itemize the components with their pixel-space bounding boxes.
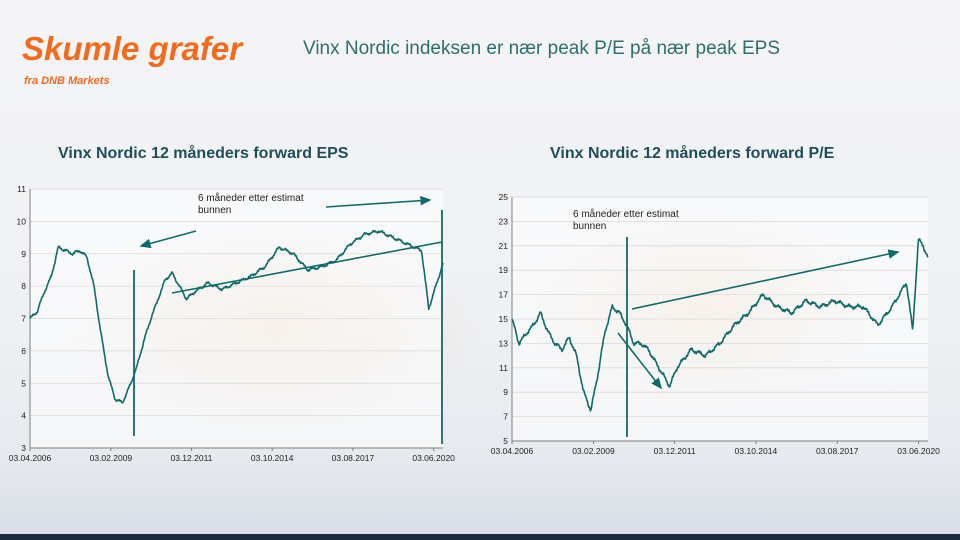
slide-headline: Vinx Nordic indeksen er nær peak P/E på …: [303, 38, 781, 59]
slide-title: Skumle grafer: [22, 30, 243, 67]
trend-line: [171, 241, 443, 294]
x-tick-label: 03.02.2009: [90, 453, 133, 463]
y-tick-label: 17: [499, 290, 509, 300]
eps-chart-title: Vinx Nordic 12 måneders forward EPS: [58, 145, 349, 162]
y-tick-label: 7: [21, 314, 26, 324]
x-tick-label: 03.12.2011: [654, 446, 696, 456]
annotation-arrow: [631, 249, 900, 310]
y-tick-label: 5: [21, 378, 26, 388]
pe-chart-title: Vinx Nordic 12 måneders forward P/E: [550, 145, 835, 162]
y-tick-label: 9: [21, 249, 26, 259]
y-tick-label: 25: [499, 192, 509, 202]
y-tick-label: 21: [499, 241, 509, 251]
bottom-strip: [0, 534, 960, 540]
y-tick-label: 3: [21, 443, 26, 453]
annotation-text: bunnen: [573, 221, 606, 232]
x-tick-label: 03.10.2014: [251, 453, 294, 463]
x-tick-label: 03.10.2014: [735, 446, 778, 456]
y-tick-label: 10: [17, 216, 27, 226]
x-tick-label: 03.06.2020: [412, 453, 455, 463]
series-line: [29, 229, 444, 404]
series-line: [511, 238, 929, 412]
y-tick-label: 6: [21, 346, 26, 356]
annotation-text: 6 måneder etter estimat: [573, 208, 679, 220]
y-tick-label: 4: [21, 411, 26, 421]
y-tick-label: 11: [499, 363, 508, 373]
slide-subtitle: fra DNB Markets: [24, 75, 110, 87]
y-tick-label: 5: [503, 436, 508, 446]
annotation-arrow: [325, 195, 432, 208]
y-tick-label: 8: [21, 281, 26, 291]
y-tick-label: 11: [17, 184, 26, 194]
x-tick-label: 03.02.2009: [572, 446, 615, 456]
x-tick-label: 03.06.2020: [897, 446, 940, 456]
x-tick-label: 03.04.2006: [491, 446, 534, 456]
annotation-arrow: [139, 230, 197, 249]
x-tick-label: 03.08.2017: [816, 446, 859, 456]
y-tick-label: 13: [499, 338, 509, 348]
y-tick-label: 9: [503, 387, 508, 397]
annotation-arrow: [617, 332, 662, 390]
y-tick-label: 7: [503, 412, 508, 422]
y-tick-label: 19: [499, 265, 509, 275]
x-tick-label: 03.12.2011: [170, 453, 212, 463]
x-tick-label: 03.04.2006: [9, 453, 52, 463]
y-tick-label: 15: [499, 314, 509, 324]
annotation-text: bunnen: [198, 205, 231, 216]
annotation-text: 6 måneder etter estimat: [198, 192, 304, 204]
y-tick-label: 23: [499, 216, 509, 226]
x-tick-label: 03.08.2017: [332, 453, 375, 463]
